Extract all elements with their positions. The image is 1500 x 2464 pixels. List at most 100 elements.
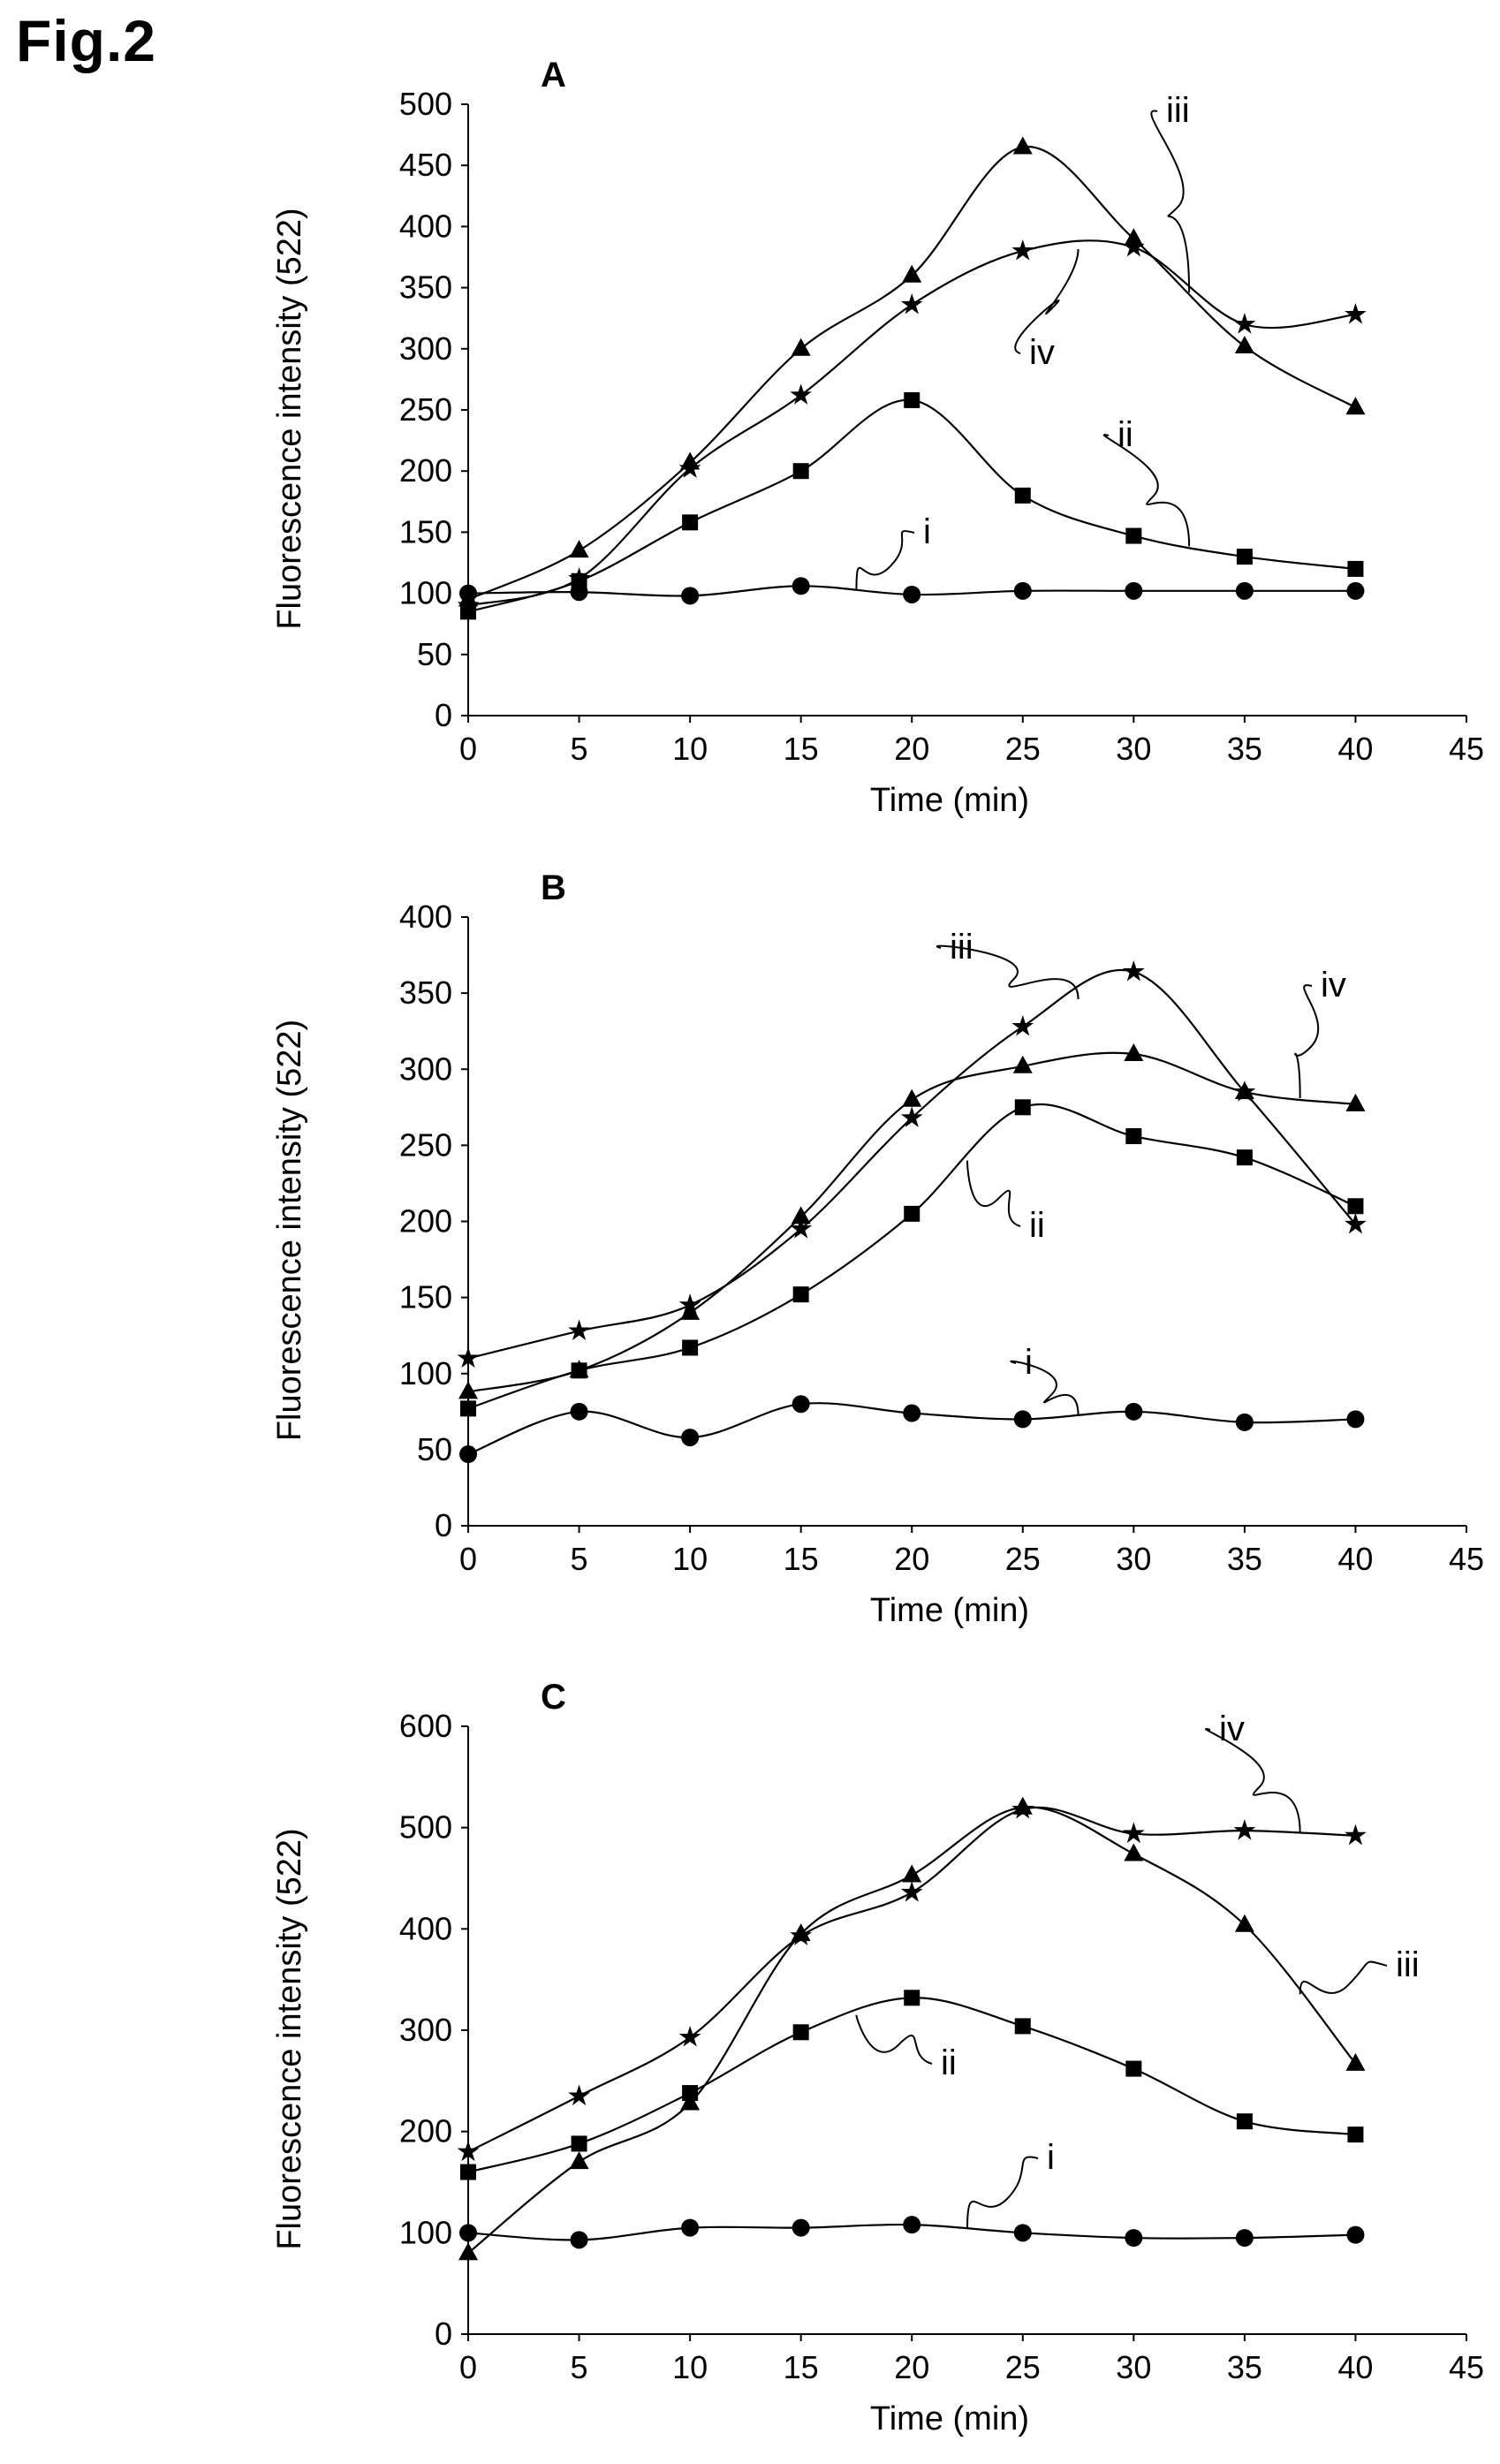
data-point-ii — [571, 2135, 587, 2152]
data-point-iv — [1011, 1798, 1034, 1819]
data-point-ii — [1347, 560, 1364, 577]
y-tick-label: 350 — [399, 974, 452, 1011]
data-point-iv — [1233, 313, 1256, 334]
data-point-ii — [1347, 2127, 1364, 2143]
data-point-i — [903, 585, 921, 603]
data-point-ii — [682, 514, 699, 531]
x-tick-label: 45 — [1449, 2349, 1484, 2385]
x-tick-label: 30 — [1116, 1541, 1151, 1577]
y-tick-label: 200 — [399, 1203, 452, 1240]
data-point-iii — [1345, 2052, 1366, 2071]
figure-label: Fig.2 — [16, 8, 157, 73]
data-point-iii — [1234, 336, 1254, 354]
x-tick-label: 25 — [1005, 2349, 1041, 2385]
data-point-iv — [900, 293, 923, 315]
leader-line-i — [966, 2156, 1039, 2229]
data-point-ii — [904, 1205, 920, 1222]
y-axis-title: Fluorescence intensity (522) — [271, 1828, 308, 2249]
data-point-iv — [568, 2084, 590, 2106]
series-label-iii: iii — [1166, 91, 1190, 130]
x-tick-label: 20 — [894, 731, 929, 767]
data-point-i — [1235, 2229, 1254, 2248]
data-point-i — [1235, 581, 1254, 600]
y-tick-label: 250 — [399, 391, 452, 428]
data-point-iv — [678, 2026, 701, 2047]
data-point-iii — [568, 1319, 590, 1340]
y-tick-label: 300 — [399, 2012, 452, 2048]
y-axis-title: Fluorescence intensity (522) — [271, 1020, 308, 1441]
data-point-iv — [678, 457, 701, 478]
panel-label: B — [541, 868, 566, 907]
data-point-i — [1346, 2225, 1365, 2244]
data-point-iv — [791, 1206, 811, 1224]
panel-label: C — [541, 1678, 566, 1717]
data-point-i — [1013, 2224, 1032, 2242]
data-point-i — [681, 587, 700, 605]
x-tick-label: 15 — [784, 2349, 819, 2385]
y-tick-label: 200 — [399, 2113, 452, 2149]
data-point-iv — [790, 383, 812, 405]
leader-line-ii — [966, 1160, 1021, 1227]
x-tick-label: 45 — [1449, 731, 1484, 767]
data-point-iii — [790, 1217, 812, 1239]
data-point-i — [681, 2218, 700, 2237]
data-point-ii — [460, 1400, 476, 1417]
data-point-ii — [1125, 1128, 1142, 1145]
data-point-iv — [1345, 303, 1367, 324]
series-line-iii — [467, 146, 1356, 601]
x-tick-label: 5 — [571, 1541, 588, 1577]
y-tick-label: 300 — [399, 330, 452, 367]
data-point-iv — [569, 1360, 589, 1378]
x-tick-label: 30 — [1116, 2349, 1151, 2385]
data-point-iii — [569, 540, 589, 558]
x-tick-label: 35 — [1227, 2349, 1262, 2385]
data-point-ii — [1014, 2018, 1031, 2035]
data-point-i — [1125, 581, 1143, 600]
x-tick-label: 40 — [1337, 731, 1373, 767]
data-point-ii — [792, 463, 809, 480]
x-tick-label: 10 — [672, 731, 708, 767]
data-point-iv — [790, 1924, 812, 1945]
x-tick-label: 20 — [894, 2349, 929, 2385]
y-tick-label: 450 — [399, 147, 452, 183]
series-label-ii: ii — [1117, 415, 1133, 454]
x-tick-label: 20 — [894, 1541, 929, 1577]
data-point-ii — [682, 1339, 699, 1356]
x-tick-label: 0 — [459, 1541, 477, 1577]
leader-line-i — [855, 530, 915, 591]
y-tick-label: 500 — [399, 86, 452, 122]
x-axis-title: Time (min) — [870, 782, 1029, 819]
leader-line-iv — [1014, 248, 1080, 354]
series-label-iv: iv — [1219, 1710, 1245, 1748]
chart-panel-c: 0 100 200 300 400 500 600 0 5 10 15 20 25 30 35 40 45 Tim… — [271, 1678, 1484, 2437]
data-point-iv — [1012, 1055, 1033, 1073]
x-tick-label: 45 — [1449, 1541, 1484, 1577]
data-point-i — [1235, 1413, 1254, 1431]
series-label-iv: iv — [1029, 333, 1055, 372]
y-tick-label: 50 — [417, 1431, 452, 1467]
data-point-iv — [1123, 235, 1145, 257]
data-point-iv — [568, 567, 590, 588]
series-label-ii: ii — [941, 2043, 957, 2082]
y-tick-label: 150 — [399, 513, 452, 550]
data-point-ii — [1236, 2113, 1253, 2130]
x-tick-label: 35 — [1227, 731, 1262, 767]
leader-line-iii — [1150, 110, 1191, 293]
x-tick-label: 35 — [1227, 1541, 1262, 1577]
y-axis-title: Fluorescence intensity (522) — [271, 208, 308, 629]
data-point-i — [1125, 2229, 1143, 2248]
y-tick-label: 350 — [399, 269, 452, 306]
y-tick-label: 250 — [399, 1126, 452, 1163]
series-label-ii: ii — [1029, 1206, 1045, 1245]
series-line-ii — [467, 398, 1356, 613]
leader-line-ii — [1102, 434, 1191, 547]
data-point-iii — [457, 1346, 480, 1368]
data-point-iii — [1124, 1843, 1144, 1861]
y-tick-label: 100 — [399, 2214, 452, 2250]
data-point-iv — [457, 594, 480, 615]
y-tick-label: 150 — [399, 1279, 452, 1315]
series-label-iii: iii — [1396, 1945, 1420, 1984]
data-point-iii — [791, 337, 811, 356]
chart-panel-b: 0 50 100 150 200 250 300 350 400 0 5 10 15 20 25 30 35 40… — [271, 868, 1484, 1629]
